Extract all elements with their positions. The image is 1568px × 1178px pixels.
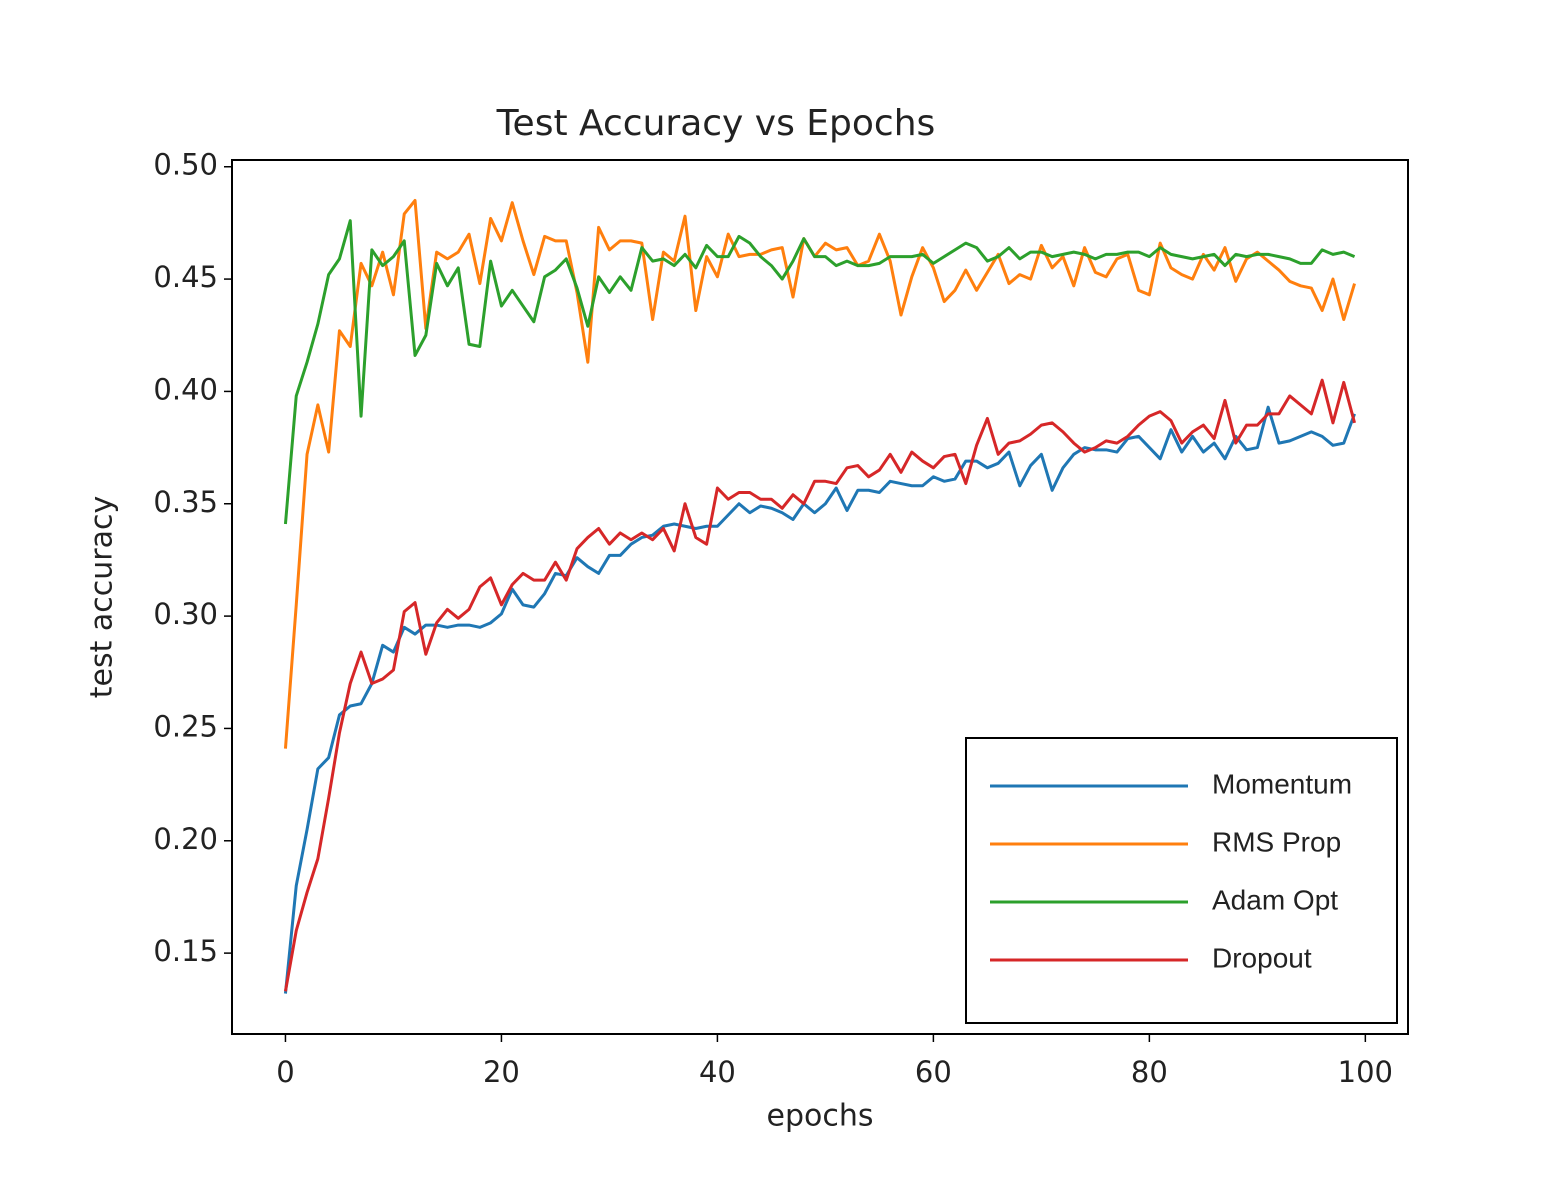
y-tick-label: 0.30: [153, 597, 218, 631]
x-tick-label: 20: [483, 1055, 520, 1089]
x-tick-label: 40: [699, 1055, 736, 1089]
series-line: [283, 219, 1356, 525]
y-tick-label: 0.45: [153, 260, 218, 294]
y-axis-label: test accuracy: [85, 496, 120, 699]
y-tick-label: 0.20: [153, 822, 218, 856]
x-tick-label: 60: [915, 1055, 952, 1089]
legend-label: Adam Opt: [1212, 884, 1338, 915]
series-line: [283, 378, 1356, 992]
x-tick-label: 100: [1338, 1055, 1393, 1089]
x-tick-label: 80: [1131, 1055, 1168, 1089]
y-tick-label: 0.50: [153, 148, 218, 182]
series-line: [283, 405, 1356, 994]
y-tick-label: 0.40: [153, 372, 218, 406]
plot-frame: [231, 159, 1409, 1035]
legend-label: Momentum: [1212, 768, 1352, 799]
x-tick-label: 0: [276, 1055, 294, 1089]
y-tick-label: 0.35: [153, 485, 218, 519]
y-tick-label: 0.15: [153, 934, 218, 968]
chart-title: Test Accuracy vs Epochs: [496, 103, 936, 144]
y-tick-label: 0.25: [153, 709, 218, 743]
series-line: [283, 198, 1356, 749]
legend: Momentum RMS Prop Adam Opt Dropout: [965, 737, 1398, 1024]
legend-label: Dropout: [1212, 942, 1312, 973]
legend-label: RMS Prop: [1212, 826, 1341, 857]
x-axis-label: epochs: [767, 1099, 874, 1134]
